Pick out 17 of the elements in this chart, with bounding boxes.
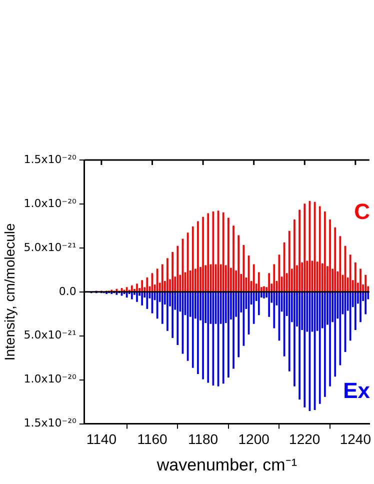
y-tick-label: 1.5x10⁻²⁰ [24, 416, 77, 430]
x-tick-label: 1240 [340, 431, 372, 448]
y-tick-label: 1.5x10⁻²⁰ [24, 152, 77, 166]
y-tick-label: 1.0x10⁻²⁰ [24, 196, 77, 210]
y-axis-title: Intensity, cm/molecule [1, 222, 18, 361]
x-tick-label: 1140 [86, 431, 117, 448]
x-axis-title: wavenumber, cm⁻¹ [156, 455, 298, 474]
series-label: Ex [343, 378, 371, 404]
y-tick-label: 1.0x10⁻²⁰ [24, 372, 77, 386]
x-tick-label: 1220 [289, 431, 320, 448]
y-tick-label: 0.0 [58, 284, 76, 298]
y-tick-label: 5.0x10⁻²¹ [24, 240, 76, 254]
y-tick-label: 5.0x10⁻²¹ [24, 328, 76, 342]
x-tick-label: 1180 [188, 431, 218, 448]
x-tick-label: 1200 [238, 431, 270, 448]
x-tick-label: 1160 [137, 431, 168, 448]
series-label: C [354, 198, 370, 224]
